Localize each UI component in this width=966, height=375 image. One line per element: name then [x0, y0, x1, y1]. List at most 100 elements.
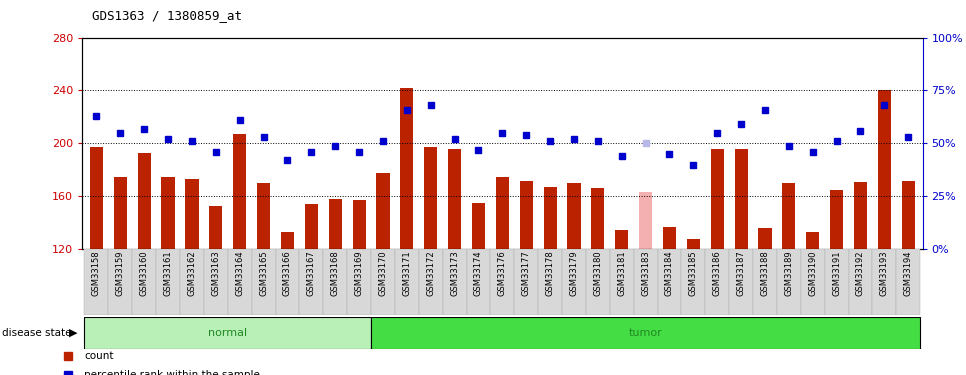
- Bar: [711, 149, 724, 249]
- Bar: [180, 249, 204, 315]
- Bar: [782, 183, 795, 249]
- Bar: [251, 249, 275, 315]
- Text: GSM33178: GSM33178: [546, 251, 554, 296]
- Bar: [896, 249, 921, 315]
- Text: GSM33159: GSM33159: [116, 251, 125, 296]
- Bar: [299, 249, 324, 315]
- Bar: [347, 249, 371, 315]
- Bar: [634, 249, 658, 315]
- Text: percentile rank within the sample: percentile rank within the sample: [84, 370, 260, 375]
- Bar: [418, 249, 442, 315]
- Bar: [848, 249, 872, 315]
- Text: GSM33179: GSM33179: [569, 251, 579, 296]
- Text: GSM33186: GSM33186: [713, 251, 722, 296]
- Bar: [562, 249, 586, 315]
- Text: GSM33163: GSM33163: [212, 251, 220, 296]
- Bar: [471, 203, 485, 249]
- Bar: [377, 172, 389, 249]
- Bar: [161, 177, 175, 249]
- Bar: [304, 204, 318, 249]
- Bar: [371, 317, 921, 349]
- Bar: [753, 249, 777, 315]
- Bar: [275, 249, 299, 315]
- Bar: [854, 182, 867, 249]
- Bar: [233, 134, 246, 249]
- Bar: [328, 199, 342, 249]
- Text: GSM33190: GSM33190: [809, 251, 817, 296]
- Bar: [496, 177, 509, 249]
- Text: GSM33173: GSM33173: [450, 251, 459, 296]
- Bar: [114, 177, 127, 249]
- Bar: [228, 249, 251, 315]
- Text: GSM33183: GSM33183: [641, 251, 650, 296]
- Text: GSM33160: GSM33160: [140, 251, 149, 296]
- Bar: [615, 230, 628, 249]
- Text: GSM33165: GSM33165: [259, 251, 268, 296]
- Text: GSM33161: GSM33161: [163, 251, 173, 296]
- Text: GSM33188: GSM33188: [760, 251, 770, 296]
- Bar: [448, 149, 461, 249]
- Text: GSM33176: GSM33176: [497, 251, 507, 296]
- Bar: [132, 249, 156, 315]
- Bar: [758, 228, 772, 249]
- Bar: [544, 187, 556, 249]
- Bar: [400, 88, 413, 249]
- Bar: [681, 249, 705, 315]
- Bar: [395, 249, 418, 315]
- Bar: [371, 249, 395, 315]
- Bar: [108, 249, 132, 315]
- Bar: [663, 227, 676, 249]
- Bar: [591, 189, 605, 249]
- Bar: [520, 180, 533, 249]
- Bar: [687, 239, 700, 249]
- Bar: [90, 147, 103, 249]
- Text: GSM33166: GSM33166: [283, 251, 292, 296]
- Text: GSM33177: GSM33177: [522, 251, 530, 296]
- Bar: [210, 206, 222, 249]
- Bar: [586, 249, 610, 315]
- Bar: [610, 249, 634, 315]
- Bar: [257, 183, 270, 249]
- Text: GSM33189: GSM33189: [784, 251, 793, 296]
- Bar: [705, 249, 729, 315]
- Text: GSM33172: GSM33172: [426, 251, 436, 296]
- Text: GSM33168: GSM33168: [330, 251, 340, 296]
- Text: GSM33162: GSM33162: [187, 251, 196, 296]
- Text: GSM33171: GSM33171: [402, 251, 412, 296]
- Text: GSM33170: GSM33170: [379, 251, 387, 296]
- Text: tumor: tumor: [629, 328, 663, 338]
- Bar: [84, 317, 371, 349]
- Text: GSM33191: GSM33191: [832, 251, 841, 296]
- Bar: [658, 249, 681, 315]
- Text: GSM33185: GSM33185: [689, 251, 697, 296]
- Text: disease state: disease state: [2, 328, 71, 338]
- Text: GSM33192: GSM33192: [856, 251, 865, 296]
- Bar: [538, 249, 562, 315]
- Bar: [442, 249, 467, 315]
- Bar: [281, 232, 294, 249]
- Text: normal: normal: [209, 328, 247, 338]
- Text: GSM33180: GSM33180: [593, 251, 603, 296]
- Bar: [872, 249, 896, 315]
- Bar: [324, 249, 347, 315]
- Text: GSM33193: GSM33193: [880, 251, 889, 296]
- Bar: [825, 249, 848, 315]
- Text: GSM33167: GSM33167: [307, 251, 316, 296]
- Bar: [353, 200, 366, 249]
- Text: count: count: [84, 351, 114, 361]
- Bar: [84, 249, 108, 315]
- Text: GSM33169: GSM33169: [355, 251, 363, 296]
- Bar: [901, 180, 915, 249]
- Bar: [807, 232, 819, 249]
- Text: GSM33184: GSM33184: [665, 251, 674, 296]
- Text: GSM33164: GSM33164: [235, 251, 244, 296]
- Bar: [424, 147, 438, 249]
- Text: GSM33181: GSM33181: [617, 251, 626, 296]
- Text: GSM33174: GSM33174: [474, 251, 483, 296]
- Bar: [801, 249, 825, 315]
- Bar: [467, 249, 491, 315]
- Bar: [729, 249, 753, 315]
- Bar: [639, 192, 652, 249]
- Bar: [878, 90, 891, 249]
- Text: GSM33194: GSM33194: [904, 251, 913, 296]
